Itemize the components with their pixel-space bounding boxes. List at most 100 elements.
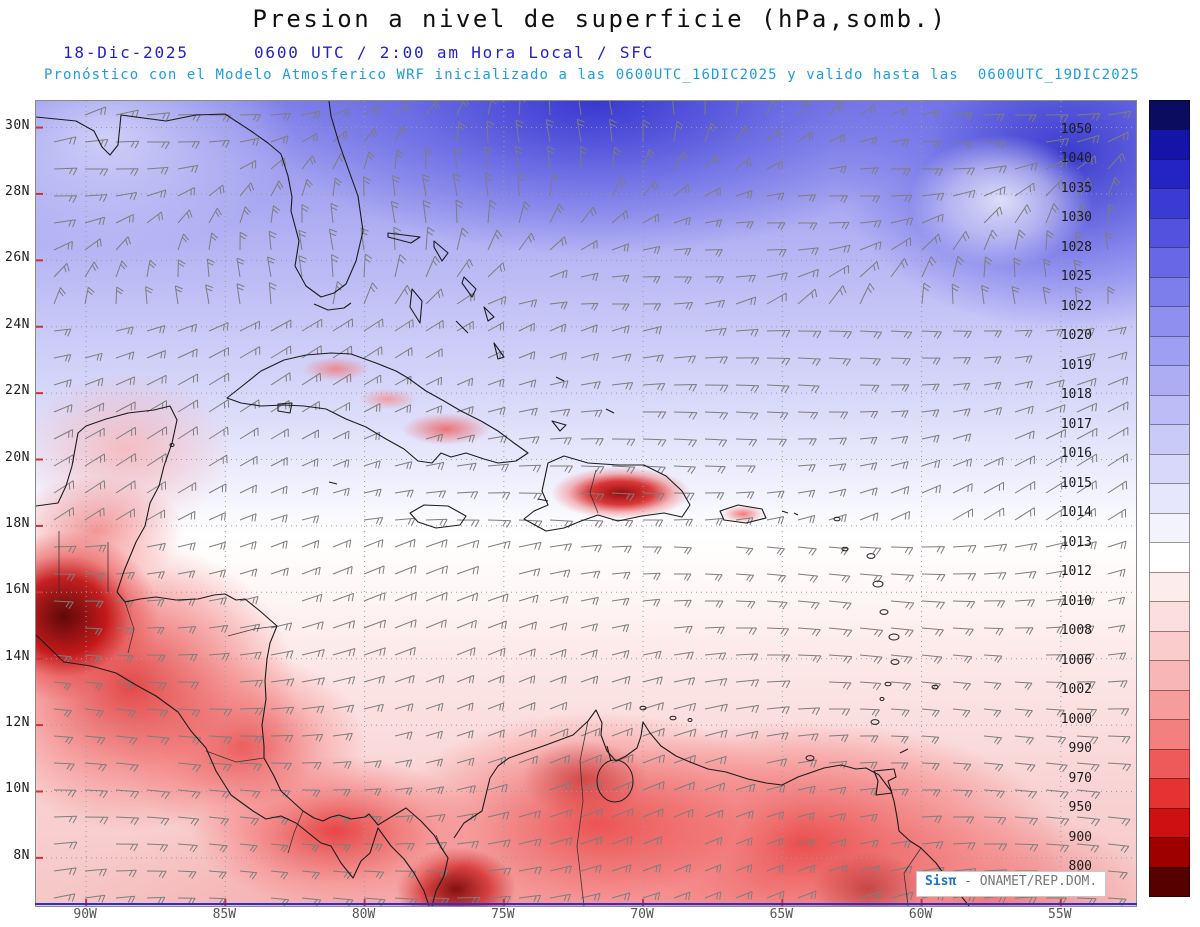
wind-barb bbox=[301, 649, 325, 658]
wind-barb bbox=[860, 195, 881, 204]
wind-barb bbox=[580, 781, 603, 791]
wind-barb bbox=[208, 652, 230, 661]
border-line bbox=[576, 720, 589, 906]
wind-barb bbox=[332, 648, 356, 657]
wind-barb bbox=[425, 433, 444, 443]
wind-barb bbox=[580, 352, 600, 362]
wind-barb bbox=[84, 286, 95, 305]
wind-barb bbox=[705, 600, 724, 609]
wind-barb bbox=[239, 159, 257, 170]
wind-barb bbox=[580, 239, 598, 251]
wind-barb bbox=[890, 194, 913, 203]
wind-barb bbox=[332, 373, 352, 386]
wind-barb bbox=[456, 320, 474, 332]
wind-barb bbox=[859, 436, 878, 445]
wind-barb bbox=[611, 864, 632, 873]
wind-barb bbox=[828, 654, 853, 664]
wind-barb bbox=[548, 101, 551, 116]
wind-barb bbox=[859, 136, 878, 146]
wind-barb bbox=[859, 104, 876, 116]
wind-barb bbox=[580, 893, 601, 902]
lon-label: 60W bbox=[908, 907, 933, 922]
wind-barb bbox=[549, 569, 571, 578]
wind-barb bbox=[394, 815, 414, 824]
wind-barb bbox=[239, 513, 257, 522]
coastline bbox=[555, 376, 565, 382]
colorbar-value: 970 bbox=[1068, 770, 1092, 786]
wind-barb bbox=[890, 546, 914, 555]
lon-label: 90W bbox=[73, 907, 97, 922]
wind-barb bbox=[828, 786, 847, 795]
wind-barb bbox=[301, 132, 318, 143]
wind-barb bbox=[53, 893, 76, 902]
wind-barb bbox=[890, 330, 913, 340]
wind-barb bbox=[301, 345, 322, 359]
wind-barb bbox=[301, 155, 316, 170]
wind-barb bbox=[1045, 626, 1064, 635]
wind-barb bbox=[208, 322, 229, 332]
colorbar-swatch bbox=[1149, 660, 1190, 691]
wind-barb bbox=[484, 172, 493, 197]
island bbox=[841, 546, 849, 552]
wind-barb bbox=[704, 678, 728, 687]
coastline bbox=[433, 240, 449, 262]
wind-barb bbox=[146, 542, 166, 552]
wind-barb bbox=[239, 623, 261, 632]
wind-barb bbox=[766, 490, 785, 499]
wind-barb bbox=[611, 892, 631, 901]
wind-barb bbox=[487, 492, 511, 500]
wind-barb bbox=[828, 101, 844, 116]
wind-barb bbox=[1014, 355, 1033, 364]
model-subtitle: Pronóstico con el Modelo Atmosferico WRF… bbox=[44, 67, 1140, 83]
wind-barb bbox=[270, 734, 294, 743]
wind-barb bbox=[394, 843, 415, 851]
wind-barb bbox=[518, 866, 542, 875]
wind-barb bbox=[206, 258, 215, 278]
lon-label: 75W bbox=[491, 907, 515, 922]
wind-barb bbox=[735, 573, 755, 583]
wind-barb bbox=[1107, 204, 1116, 224]
wind-barb bbox=[611, 492, 635, 502]
wind-barb bbox=[270, 157, 287, 170]
wind-barb bbox=[53, 263, 70, 278]
wind-barb bbox=[983, 256, 993, 278]
wind-barb bbox=[921, 654, 943, 664]
wind-barb bbox=[952, 508, 973, 521]
wind-barb bbox=[580, 864, 602, 874]
wind-barb bbox=[859, 462, 878, 471]
wind-barb bbox=[394, 759, 413, 768]
wind-barb bbox=[394, 731, 413, 740]
colorbar-swatch bbox=[1149, 394, 1190, 426]
wind-barb bbox=[859, 865, 881, 874]
colorbar-value: 1040 bbox=[1060, 151, 1092, 167]
colorbar-value: 1006 bbox=[1060, 652, 1092, 668]
wind-barb bbox=[301, 593, 323, 603]
wind-barb bbox=[1014, 229, 1026, 251]
wind-barb bbox=[952, 231, 970, 251]
wind-barb bbox=[673, 625, 693, 634]
wind-barb bbox=[704, 755, 727, 765]
wind-barb bbox=[643, 519, 664, 528]
wind-barb bbox=[797, 864, 816, 873]
wind-barb bbox=[859, 241, 882, 251]
coastline bbox=[313, 302, 352, 311]
wind-barb bbox=[1076, 327, 1095, 336]
wind-barb bbox=[549, 893, 571, 902]
wind-barb bbox=[704, 122, 717, 143]
wind-barb bbox=[766, 864, 784, 873]
map-bottom-rule bbox=[35, 903, 1137, 905]
wind-barb bbox=[301, 458, 319, 467]
wind-barb bbox=[580, 519, 604, 528]
colorbar-swatch bbox=[1149, 188, 1190, 219]
wind-barb bbox=[456, 101, 470, 116]
wind-barb bbox=[735, 653, 759, 662]
colorbar-swatch bbox=[1149, 719, 1190, 750]
wind-barb bbox=[518, 379, 537, 388]
wind-barb bbox=[580, 324, 598, 333]
wind-barb bbox=[456, 565, 480, 575]
wind-barb bbox=[1045, 681, 1064, 690]
coastline bbox=[483, 306, 495, 322]
wind-barb bbox=[1014, 455, 1036, 467]
wind-barb bbox=[239, 427, 259, 440]
